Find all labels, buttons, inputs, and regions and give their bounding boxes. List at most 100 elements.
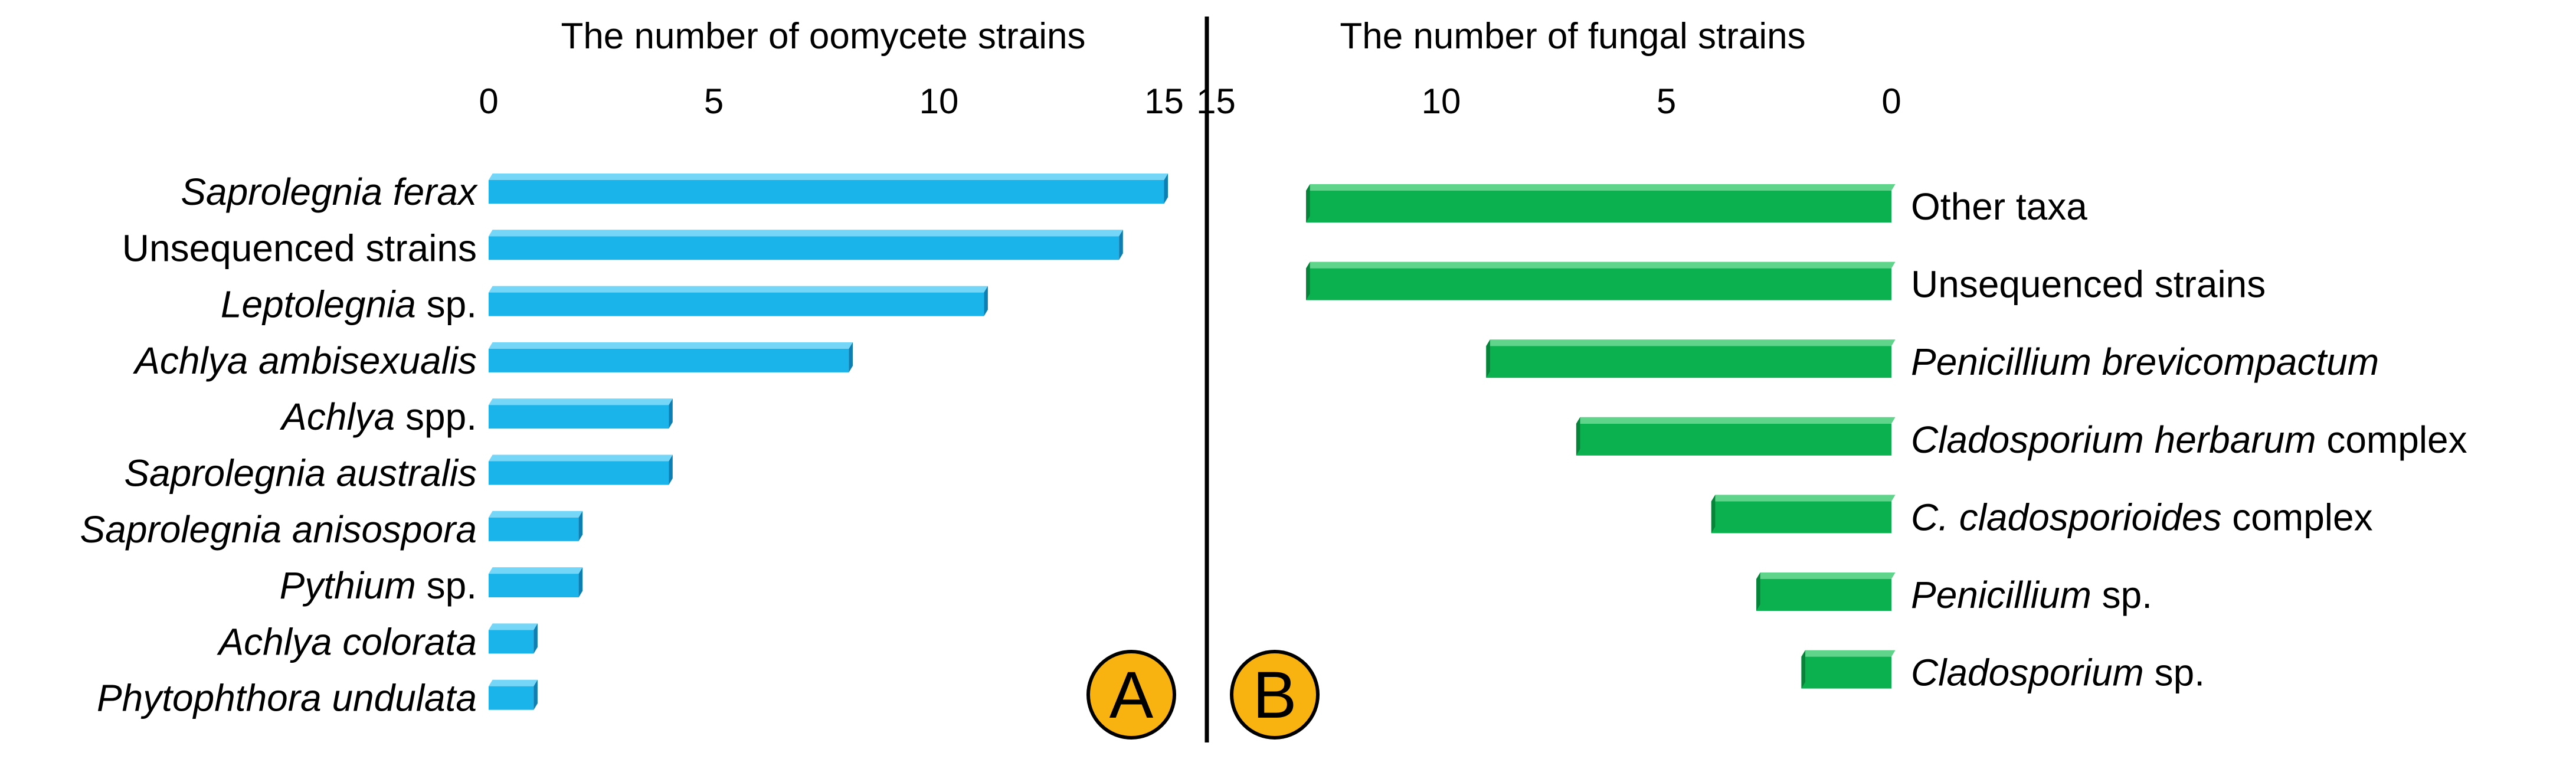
- bar-front-face: [1711, 501, 1891, 534]
- bar-side-face: [533, 623, 538, 654]
- oomycete-label-leptolegnia-sp: Leptolegnia sp.: [221, 283, 477, 326]
- fungal-bar-penicillium-brevicompactum: [1486, 339, 1896, 378]
- panel-label-b: B: [1253, 658, 1297, 732]
- oomycete-axis-title: The number of oomycete strains: [561, 16, 1085, 57]
- bar-top-face: [489, 454, 673, 462]
- fungal-label-penicillium-brevicompactum: Penicillium brevicompactum: [1911, 341, 2379, 383]
- oomycete-tick-15: 15: [1144, 81, 1184, 121]
- bar-front-face: [489, 405, 669, 429]
- oomycete-tick-0: 0: [479, 81, 498, 121]
- oomycete-bar-saprolegnia-australis: [489, 454, 673, 485]
- oomycete-bar-pythium-sp: [489, 567, 583, 598]
- fungal-bar-unsequenced-strains: [1306, 261, 1896, 300]
- bar-side-face: [578, 567, 583, 598]
- oomycete-label-achlya-ambisexualis: Achlya ambisexualis: [132, 339, 477, 382]
- panel-label-a: A: [1109, 658, 1154, 732]
- fungal-tick-5: 5: [1657, 81, 1676, 121]
- oomycete-label-achlya-colorata: Achlya colorata: [216, 620, 477, 663]
- oomycete-label-phytophthora-undulata: Phytophthora undulata: [97, 677, 477, 719]
- bar-side-face: [1119, 230, 1123, 260]
- fungal-bar-cladosporium-herbarum-complex: [1576, 417, 1896, 456]
- oomycete-bar-achlya-ambisexualis: [489, 342, 853, 372]
- bar-side-face: [1486, 339, 1490, 378]
- bar-side-face: [578, 511, 583, 541]
- oomycete-bar-saprolegnia-anisospora: [489, 511, 583, 541]
- bar-top-face: [1486, 339, 1896, 346]
- fungal-label-cladosporium-sp: Cladosporium sp.: [1911, 652, 2205, 694]
- bar-top-face: [489, 398, 673, 405]
- oomycete-label-saprolegnia-anisospora: Saprolegnia anisospora: [80, 508, 477, 551]
- bar-top-face: [489, 567, 583, 574]
- bar-side-face: [1711, 495, 1716, 534]
- oomycete-label-unsequenced-strains: Unsequenced strains: [122, 227, 477, 269]
- bar-side-face: [669, 454, 673, 485]
- bar-side-face: [533, 679, 538, 710]
- bar-top-face: [1306, 184, 1896, 191]
- fungal-label-penicillium-sp: Penicillium sp.: [1911, 574, 2152, 616]
- fungal-axis-title: The number of fungal strains: [1340, 16, 1805, 57]
- panel-badge-b: B: [1230, 650, 1320, 740]
- oomycete-bar-saprolegnia-ferax: [489, 174, 1168, 204]
- bar-front-face: [489, 461, 669, 485]
- fungal-label-cladosporium-herbarum-complex: Cladosporium herbarum complex: [1911, 418, 2467, 461]
- bar-front-face: [1801, 656, 1891, 689]
- bar-top-face: [1306, 261, 1896, 269]
- bar-front-face: [489, 630, 534, 654]
- bar-side-face: [1576, 417, 1580, 456]
- bar-top-face: [489, 342, 853, 349]
- oomycete-axis-ticks: 0 5 10 15: [479, 81, 1184, 121]
- bar-front-face: [1756, 579, 1891, 611]
- bar-front-face: [489, 292, 984, 316]
- oomycete-tick-10: 10: [919, 81, 959, 121]
- badge-a-circle: [1086, 650, 1176, 740]
- fungal-bars: [1306, 184, 1896, 689]
- fungal-tick-10: 10: [1422, 81, 1461, 121]
- oomycete-label-saprolegnia-ferax: Saprolegnia ferax: [181, 171, 478, 213]
- bar-front-face: [489, 517, 579, 541]
- bar-front-face: [489, 574, 579, 598]
- bar-front-face: [1306, 191, 1891, 223]
- oomycete-label-achlya-spp: Achlya spp.: [279, 395, 477, 438]
- badge-b-circle: [1230, 650, 1320, 740]
- bar-front-face: [1576, 423, 1891, 456]
- bar-side-face: [1306, 184, 1310, 223]
- bar-front-face: [489, 180, 1164, 204]
- oomycete-label-saprolegnia-australis: Saprolegnia australis: [124, 452, 477, 495]
- bar-top-face: [1711, 495, 1896, 502]
- fungal-bar-other-taxa: [1306, 184, 1896, 223]
- oomycete-bar-phytophthora-undulata: [489, 679, 538, 710]
- bar-side-face: [984, 286, 988, 316]
- fungal-label-other-taxa: Other taxa: [1911, 185, 2087, 228]
- fungal-tick-15: 15: [1196, 81, 1236, 121]
- bar-top-face: [489, 623, 538, 630]
- bar-top-face: [1576, 417, 1896, 424]
- bar-top-face: [489, 511, 583, 518]
- fungal-bar-penicillium-sp: [1756, 572, 1896, 611]
- fungal-bar-c-cladosporioides-complex: [1711, 495, 1896, 534]
- bar-front-face: [489, 686, 534, 710]
- panel-badge-a: A: [1086, 650, 1176, 740]
- bar-top-face: [489, 230, 1123, 237]
- oomycete-label-pythium-sp: Pythium sp.: [280, 564, 477, 607]
- bar-top-face: [489, 286, 988, 293]
- bar-side-face: [669, 398, 673, 429]
- bar-front-face: [1306, 268, 1891, 300]
- bar-top-face: [489, 679, 538, 686]
- bar-top-face: [1756, 572, 1896, 579]
- bar-front-face: [489, 236, 1120, 260]
- bar-front-face: [1486, 346, 1891, 378]
- bar-top-face: [1801, 650, 1896, 657]
- bar-front-face: [489, 348, 849, 372]
- oomycete-tick-5: 5: [704, 81, 724, 121]
- oomycete-bars: [489, 174, 1168, 710]
- oomycete-category-labels: Saprolegnia ferax Unsequenced strains Lept…: [80, 171, 478, 719]
- oomycete-bar-achlya-colorata: [489, 623, 538, 654]
- fungal-axis-ticks: 15 10 5 0: [1196, 81, 1901, 121]
- fungal-label-unsequenced-strains: Unsequenced strains: [1911, 263, 2266, 306]
- bar-side-face: [1756, 572, 1760, 611]
- bar-side-face: [1801, 650, 1805, 689]
- fungal-label-c-cladosporioides-complex: C. cladosporioides complex: [1911, 496, 2373, 538]
- bar-top-face: [489, 174, 1168, 180]
- fungal-tick-0: 0: [1881, 81, 1901, 121]
